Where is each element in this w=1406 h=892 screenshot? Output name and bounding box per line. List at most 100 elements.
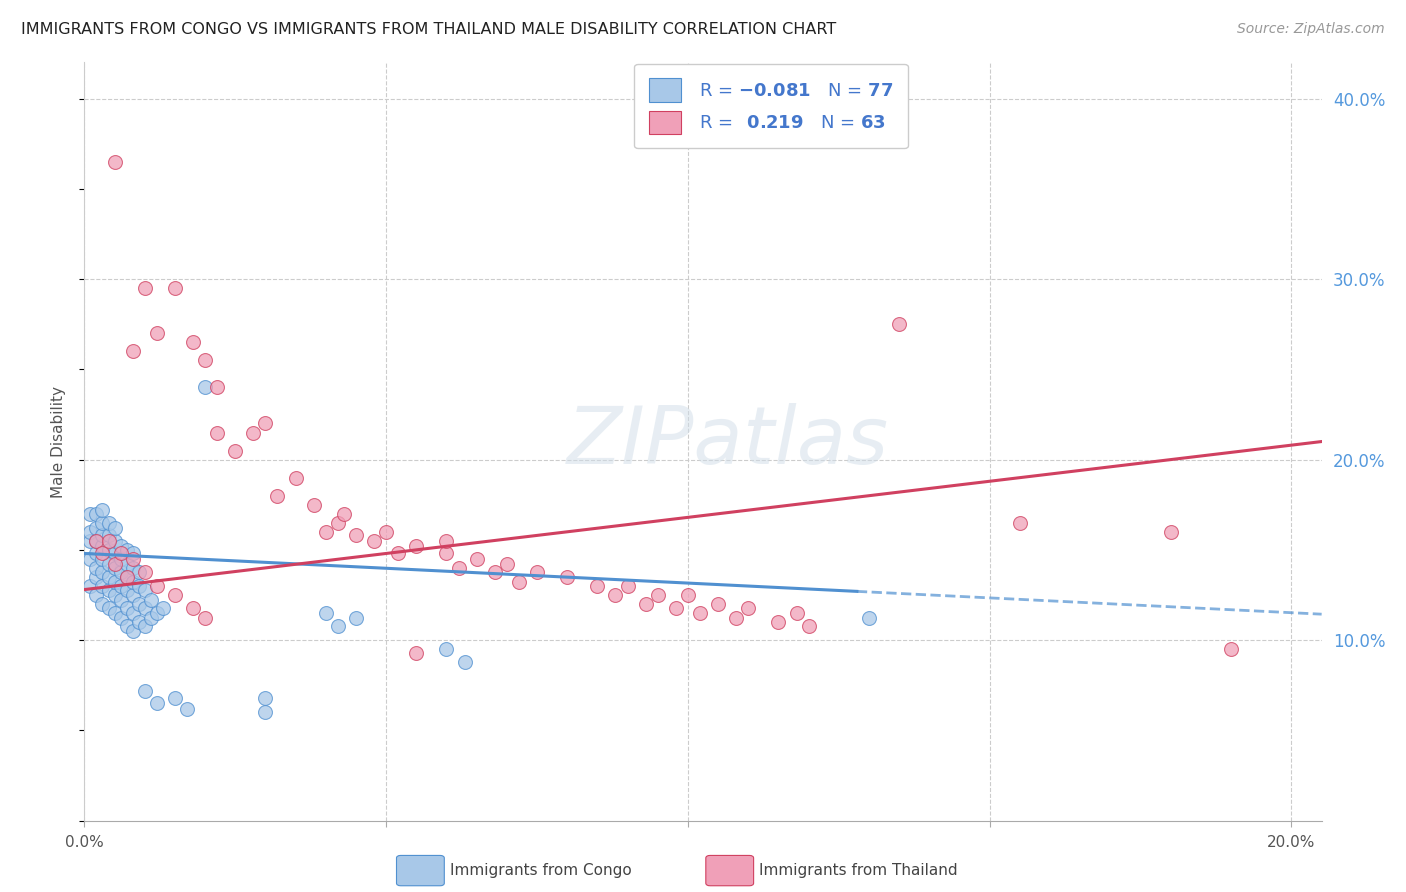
Point: [110, 611, 132, 625]
Point: [121, 606, 143, 620]
Point: [363, 533, 385, 548]
Point: [115, 570, 138, 584]
Text: Immigrants from Congo: Immigrants from Congo: [450, 863, 631, 878]
Point: [115, 542, 138, 557]
Point: [110, 565, 132, 579]
Point: [86, 561, 108, 575]
Point: [97, 558, 120, 572]
Point: [725, 611, 748, 625]
Point: [97, 516, 120, 530]
Point: [91, 565, 114, 579]
Point: [1220, 642, 1243, 657]
Point: [707, 597, 730, 611]
Point: [134, 565, 156, 579]
Point: [97, 600, 120, 615]
Point: [79, 533, 101, 548]
Point: [134, 618, 156, 632]
Point: [86, 521, 108, 535]
Point: [121, 552, 143, 566]
Point: [555, 570, 578, 584]
Point: [526, 565, 548, 579]
Point: [103, 558, 125, 572]
Point: [128, 597, 150, 611]
Point: [315, 524, 337, 539]
Point: [665, 600, 688, 615]
Point: [139, 611, 162, 625]
Point: [91, 516, 114, 530]
Point: [447, 561, 470, 575]
Point: [647, 588, 669, 602]
Point: [889, 317, 911, 331]
Point: [91, 528, 114, 542]
Point: [405, 646, 427, 660]
Text: IMMIGRANTS FROM CONGO VS IMMIGRANTS FROM THAILAND MALE DISABILITY CORRELATION CH: IMMIGRANTS FROM CONGO VS IMMIGRANTS FROM…: [21, 22, 837, 37]
Text: Immigrants from Thailand: Immigrants from Thailand: [759, 863, 957, 878]
Point: [91, 546, 114, 560]
Point: [786, 606, 808, 620]
Point: [121, 344, 143, 359]
Point: [181, 600, 204, 615]
Point: [242, 425, 264, 440]
Point: [284, 470, 307, 484]
Point: [115, 570, 138, 584]
Point: [163, 281, 186, 295]
Point: [97, 528, 120, 542]
Y-axis label: Male Disability: Male Disability: [51, 385, 66, 498]
Point: [79, 552, 101, 566]
Point: [797, 618, 820, 632]
Point: [91, 503, 114, 517]
Point: [315, 606, 337, 620]
Point: [146, 326, 169, 341]
Point: [110, 539, 132, 553]
Point: [134, 600, 156, 615]
Point: [1008, 516, 1031, 530]
Point: [103, 533, 125, 548]
Point: [86, 546, 108, 560]
Point: [110, 579, 132, 593]
Point: [91, 552, 114, 566]
Point: [737, 600, 759, 615]
Point: [97, 542, 120, 557]
Point: [163, 690, 186, 705]
Point: [205, 425, 228, 440]
Point: [181, 335, 204, 350]
Point: [103, 575, 125, 590]
Point: [115, 558, 138, 572]
Point: [152, 600, 174, 615]
Point: [121, 588, 143, 602]
Point: [103, 588, 125, 602]
Point: [254, 706, 277, 720]
Text: Source: ZipAtlas.com: Source: ZipAtlas.com: [1237, 22, 1385, 37]
Point: [103, 606, 125, 620]
Point: [326, 618, 349, 632]
Point: [121, 624, 143, 639]
Point: [86, 507, 108, 521]
Point: [121, 561, 143, 575]
Point: [103, 546, 125, 560]
Point: [110, 593, 132, 607]
Point: [128, 565, 150, 579]
Point: [436, 546, 458, 560]
Point: [128, 615, 150, 629]
Point: [110, 546, 132, 560]
Point: [436, 533, 458, 548]
Point: [134, 683, 156, 698]
Point: [91, 579, 114, 593]
Point: [91, 539, 114, 553]
Point: [375, 524, 398, 539]
Point: [205, 380, 228, 394]
Point: [333, 507, 356, 521]
Point: [97, 582, 120, 597]
Point: [436, 642, 458, 657]
Point: [91, 597, 114, 611]
Point: [139, 593, 162, 607]
Point: [405, 539, 427, 553]
Point: [616, 579, 638, 593]
Point: [689, 606, 711, 620]
Point: [97, 533, 120, 548]
Point: [387, 546, 409, 560]
Point: [266, 489, 288, 503]
Point: [86, 588, 108, 602]
Point: [465, 552, 488, 566]
Point: [634, 597, 657, 611]
